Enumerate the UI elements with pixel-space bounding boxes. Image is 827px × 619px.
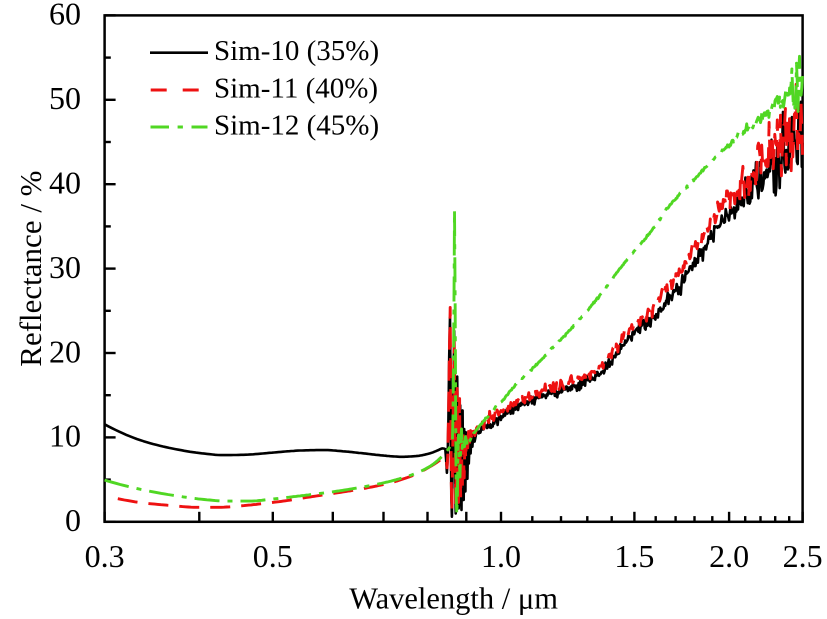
svg-text:0: 0 xyxy=(65,502,81,538)
svg-text:Sim-11 (40%): Sim-11 (40%) xyxy=(214,72,378,104)
svg-text:60: 60 xyxy=(49,0,81,32)
svg-text:0.5: 0.5 xyxy=(253,538,293,574)
svg-text:10: 10 xyxy=(49,418,81,454)
svg-text:2.0: 2.0 xyxy=(709,538,749,574)
svg-text:1.0: 1.0 xyxy=(481,538,521,574)
svg-text:0.3: 0.3 xyxy=(85,538,125,574)
svg-text:30: 30 xyxy=(49,249,81,285)
svg-text:Sim-10 (35%): Sim-10 (35%) xyxy=(214,35,379,67)
svg-text:20: 20 xyxy=(49,333,81,369)
svg-text:50: 50 xyxy=(49,80,81,116)
svg-text:2.5: 2.5 xyxy=(783,538,823,574)
svg-text:Sim-12 (45%): Sim-12 (45%) xyxy=(214,109,379,141)
svg-text:Wavelength / μm: Wavelength / μm xyxy=(349,582,558,616)
svg-text:Reflectance / %: Reflectance / % xyxy=(13,170,48,366)
svg-text:40: 40 xyxy=(49,165,81,201)
svg-text:1.5: 1.5 xyxy=(614,538,654,574)
